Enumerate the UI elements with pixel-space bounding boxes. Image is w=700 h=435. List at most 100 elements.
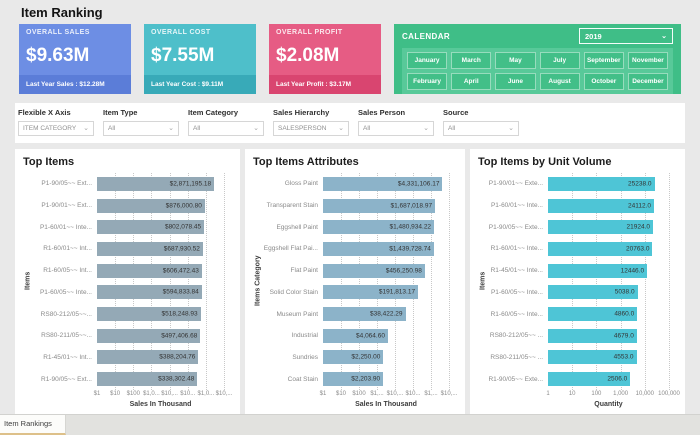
- chart-row: P1-90/01~~ Ext... $876,000.80: [33, 195, 232, 217]
- chart-row: RS80-212/05~~... $518,248.93: [33, 303, 232, 325]
- bar[interactable]: 21924.0: [548, 220, 654, 235]
- bar[interactable]: 25238.0: [548, 176, 655, 191]
- calendar-month-february[interactable]: February: [407, 73, 448, 90]
- bar-value-label: $2,250.00: [351, 353, 381, 361]
- plot-cell: $4,331,106.17: [323, 176, 449, 191]
- gridline: [596, 173, 598, 390]
- bar[interactable]: 4553.0: [548, 350, 637, 365]
- calendar-month-january[interactable]: January: [407, 52, 448, 69]
- bar-value-label: $338,302.48: [158, 375, 195, 383]
- gridline: [224, 173, 225, 390]
- filter-select-sales-hierarchy[interactable]: SALESPERSON ⌄: [273, 121, 349, 136]
- filter-label: Sales Hierarchy: [273, 108, 330, 117]
- category-label: P1-60/05~~ Inte...: [490, 288, 543, 296]
- category-label: R1-60/05~~ Inte...: [490, 310, 543, 318]
- gridline: [205, 173, 207, 390]
- bar[interactable]: $456,250.98: [323, 263, 425, 278]
- bar[interactable]: $38,422.29: [323, 307, 406, 322]
- calendar-month-august[interactable]: August: [539, 73, 580, 90]
- axis-tick-label: $10,...: [386, 391, 404, 397]
- plot-cell: $2,203.90: [323, 372, 449, 387]
- filter-select-item-category[interactable]: All ⌄: [188, 121, 264, 136]
- calendar-month-september[interactable]: September: [583, 52, 624, 69]
- bar[interactable]: 5038.0: [548, 285, 638, 300]
- calendar-row-1: January March May July September November: [405, 50, 670, 71]
- chart-row: RS80-212/05~~ ... 4679.0: [488, 325, 677, 347]
- tab-item-rankings[interactable]: Item Rankings: [0, 415, 66, 435]
- chart-row: Eggshell Flat Pai... $1,439,728.74: [263, 238, 457, 260]
- bar-value-label: 24112.0: [628, 202, 652, 210]
- filter-item-category: Item Category All ⌄: [188, 108, 273, 136]
- calendar-title: CALENDAR: [402, 31, 451, 41]
- bar[interactable]: $1,439,728.74: [323, 241, 434, 256]
- bar[interactable]: $388,204.76: [97, 350, 199, 365]
- calendar-month-december[interactable]: December: [627, 73, 669, 90]
- bar[interactable]: 24112.0: [548, 198, 655, 213]
- category-label: P1-90/01~~ Exte...: [488, 180, 543, 188]
- plot-cell: $876,000.80: [97, 198, 224, 213]
- bar[interactable]: $191,813.17: [323, 285, 419, 300]
- calendar-month-april[interactable]: April: [451, 73, 492, 90]
- filter-select-flexible-x-axis[interactable]: ITEM CATEGORY ⌄: [18, 121, 94, 136]
- year-select[interactable]: 2019 ⌄: [579, 28, 673, 44]
- plot-area: P1-90/05~~ Ext... $2,871,195.18 P1-90/01~~…: [33, 171, 232, 390]
- axis-tick-label: $10: [110, 391, 121, 397]
- chart-title: Top Items Attributes: [253, 156, 359, 168]
- bar[interactable]: $2,871,195.18: [97, 176, 215, 191]
- bar[interactable]: $497,406.68: [97, 328, 201, 343]
- bar[interactable]: $338,302.48: [97, 372, 198, 387]
- bar[interactable]: $606,472.43: [97, 263, 202, 278]
- filter-select-source[interactable]: All ⌄: [443, 121, 519, 136]
- calendar-month-november[interactable]: November: [627, 52, 669, 69]
- kpi-label: OVERALL COST: [151, 29, 211, 36]
- calendar-month-march[interactable]: March: [451, 52, 492, 69]
- axis-tick-label: $1,...: [424, 391, 438, 397]
- bar[interactable]: $4,331,106.17: [323, 176, 443, 191]
- bar[interactable]: 2506.0: [548, 372, 631, 387]
- gridline: [449, 173, 450, 390]
- calendar-month-may[interactable]: May: [495, 52, 536, 69]
- category-label: P1-90/05~~ Ext...: [41, 180, 92, 188]
- chart-row: P1-60/01~~ Inte... $802,078.45: [33, 216, 232, 238]
- gridline: [151, 173, 153, 390]
- kpi-overall-sales: OVERALL SALES $9.63M Last Year Sales : $…: [19, 24, 131, 94]
- axis-tick-label: $100: [352, 391, 366, 397]
- bar[interactable]: $876,000.80: [97, 198, 205, 213]
- axis-tick-label: 100,000: [658, 391, 680, 397]
- bar[interactable]: $594,833.84: [97, 285, 202, 300]
- kpi-value: $7.55M: [151, 44, 215, 66]
- bar-value-label: $1,439,728.74: [389, 245, 431, 253]
- bar[interactable]: 12446.0: [548, 263, 648, 278]
- filter-select-item-type[interactable]: All ⌄: [103, 121, 179, 136]
- filter-select-sales-person[interactable]: All ⌄: [358, 121, 434, 136]
- bar[interactable]: $2,203.90: [323, 372, 384, 387]
- bar[interactable]: 4860.0: [548, 307, 638, 322]
- calendar-month-july[interactable]: July: [539, 52, 580, 69]
- bar[interactable]: $4,064.60: [323, 328, 388, 343]
- filter-select-value: All: [448, 125, 456, 132]
- chart-row: P1-90/05~~ Exte... 21924.0: [488, 216, 677, 238]
- category-label: P1-60/05~~ Inte...: [39, 288, 92, 296]
- bar[interactable]: $802,078.45: [97, 220, 205, 235]
- category-label: R1-90/05~~ Exte...: [488, 375, 543, 383]
- bar[interactable]: $1,480,934.22: [323, 220, 435, 235]
- calendar-month-june[interactable]: June: [495, 73, 536, 90]
- plot-cell: $4,064.60: [323, 328, 449, 343]
- chart-row: P1-90/05~~ Ext... $2,871,195.18: [33, 173, 232, 195]
- plot-cell: $388,204.76: [97, 350, 224, 365]
- calendar-month-october[interactable]: October: [583, 73, 624, 90]
- gridline: [669, 173, 670, 390]
- bar[interactable]: $1,687,018.97: [323, 198, 436, 213]
- plot-cell: $38,422.29: [323, 307, 449, 322]
- gridline: [341, 173, 342, 390]
- plot-cell: 20763.0: [548, 241, 669, 256]
- chart-row: P1-60/05~~ Inte... $594,833.84: [33, 282, 232, 304]
- bar[interactable]: 4679.0: [548, 328, 637, 343]
- gridlines: [97, 173, 225, 390]
- chevron-down-icon: ⌄: [661, 32, 667, 40]
- bar[interactable]: $2,250.00: [323, 350, 384, 365]
- bar[interactable]: $687,930.52: [97, 241, 203, 256]
- bar[interactable]: 20763.0: [548, 241, 653, 256]
- bar[interactable]: $518,248.93: [97, 307, 201, 322]
- kpi-label: OVERALL PROFIT: [276, 29, 343, 36]
